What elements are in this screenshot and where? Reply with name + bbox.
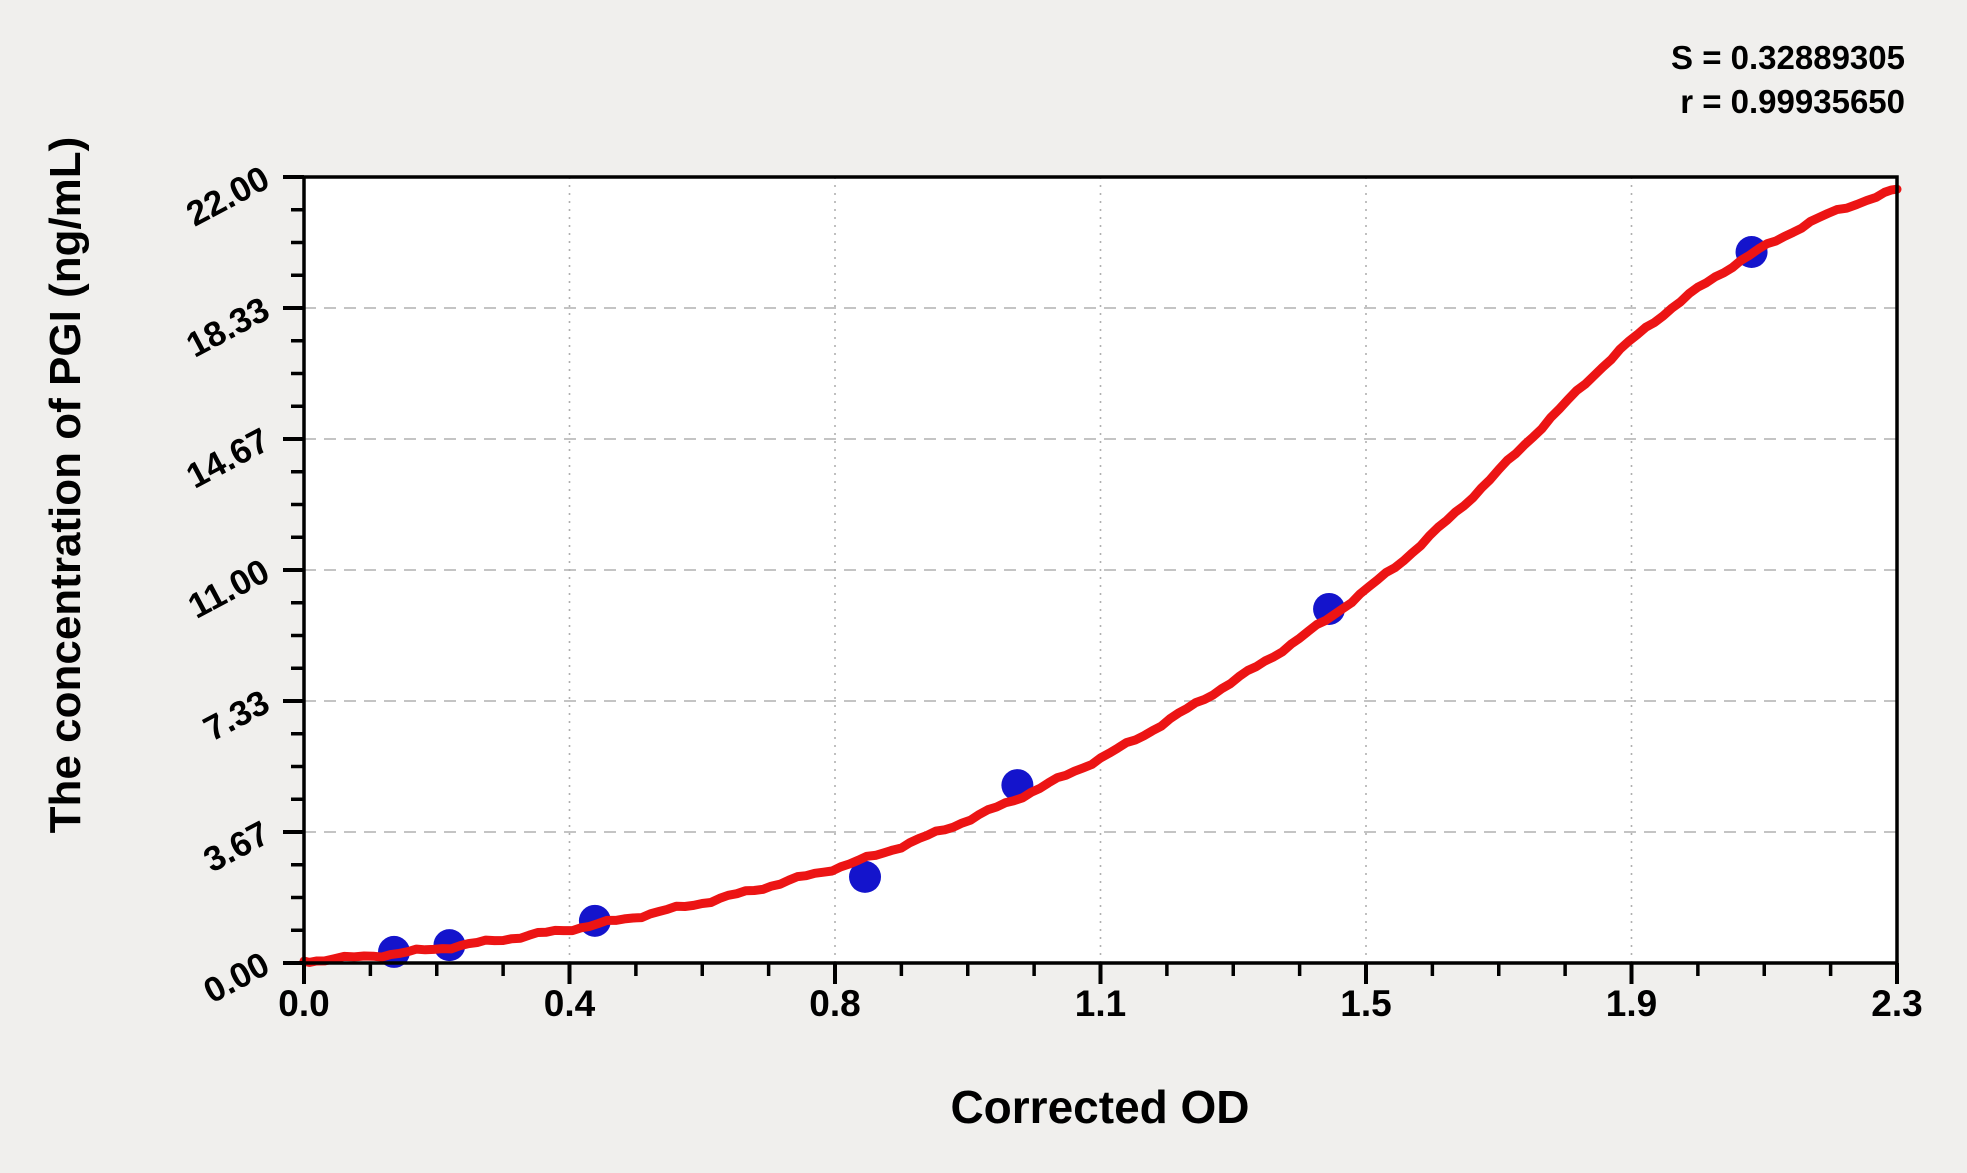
y-tick-label: 18.33: [180, 290, 276, 366]
y-tick-label: 11.00: [182, 552, 276, 627]
tick-labels: 0.0 0.4 0.8 1.1 1.5 1.9 2.3 0.00 3.67 7.33 11.00 14…: [180, 159, 1923, 1024]
fit-statistics: S = 0.32889305 r = 0.99935650: [1671, 36, 1905, 124]
x-tick-label: 1.5: [1340, 983, 1391, 1024]
x-tick-label: 2.3: [1871, 983, 1922, 1024]
x-axis-title: Corrected OD: [950, 1081, 1250, 1133]
x-tick-label: 1.9: [1606, 983, 1657, 1024]
y-tick-label: 0.00: [197, 945, 275, 1011]
y-tick-label: 3.67: [197, 814, 275, 880]
x-tick-label: 1.1: [1075, 983, 1126, 1024]
grid-lines: [304, 177, 1897, 963]
y-tick-label: 7.33: [197, 683, 275, 749]
x-tick-label: 0.0: [278, 983, 329, 1024]
x-tick-label: 0.4: [544, 983, 596, 1024]
x-tick-label: 0.8: [809, 983, 860, 1024]
y-tick-label: 14.67: [180, 421, 276, 497]
data-point: [849, 860, 882, 893]
stat-r-value: r = 0.99935650: [1680, 83, 1905, 120]
fitted-curve-layer: [299, 184, 1902, 967]
stat-s-value: S = 0.32889305: [1671, 39, 1905, 76]
tick-marks: [283, 175, 1899, 984]
y-tick-label: 22.00: [180, 159, 276, 235]
fitted-curve: [299, 184, 1902, 967]
